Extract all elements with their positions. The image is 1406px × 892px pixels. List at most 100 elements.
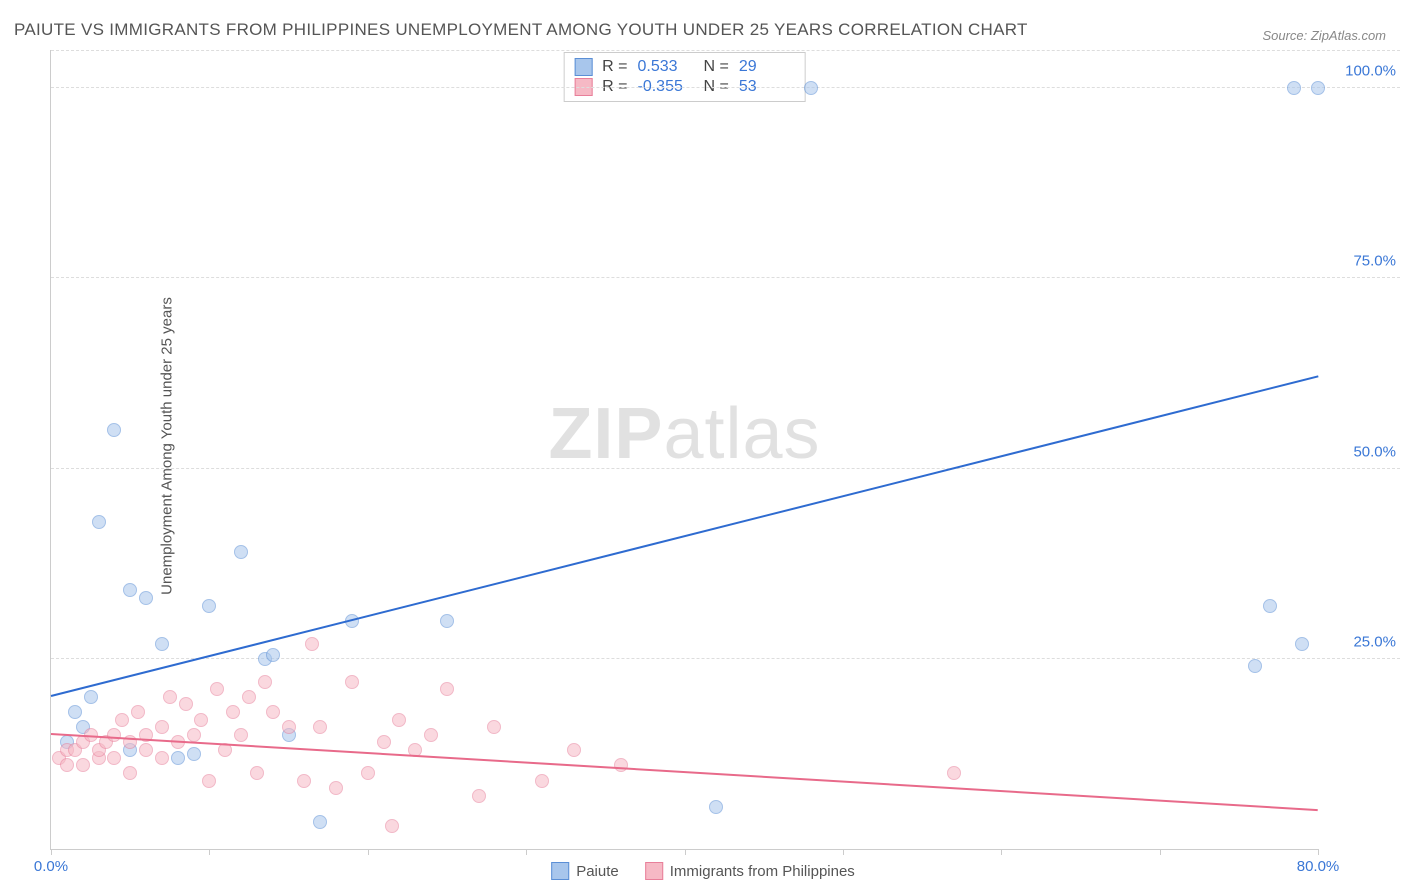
scatter-point [1295, 637, 1309, 651]
x-tick [1001, 849, 1002, 855]
scatter-point [424, 728, 438, 742]
scatter-point [392, 713, 406, 727]
scatter-point [202, 774, 216, 788]
watermark-bold: ZIP [548, 394, 663, 474]
trend-line [51, 375, 1318, 697]
scatter-point [115, 713, 129, 727]
legend-swatch-icon [645, 862, 663, 880]
r-value: 0.533 [638, 58, 694, 76]
scatter-point [194, 713, 208, 727]
scatter-point [187, 728, 201, 742]
scatter-point [567, 743, 581, 757]
scatter-point [92, 515, 106, 529]
scatter-point [107, 751, 121, 765]
scatter-point [385, 819, 399, 833]
scatter-point [84, 690, 98, 704]
scatter-point [163, 690, 177, 704]
scatter-point [1287, 81, 1301, 95]
scatter-point [440, 682, 454, 696]
scatter-point [1311, 81, 1325, 95]
stats-legend: R =0.533N =29R =-0.355N =53 [563, 52, 806, 102]
y-tick-label: 25.0% [1353, 633, 1396, 650]
chart-title: PAIUTE VS IMMIGRANTS FROM PHILIPPINES UN… [14, 20, 1028, 40]
scatter-point [313, 815, 327, 829]
scatter-point [131, 705, 145, 719]
scatter-point [535, 774, 549, 788]
legend-label: Paiute [576, 863, 619, 880]
scatter-point [440, 614, 454, 628]
scatter-point [123, 766, 137, 780]
legend-item: Paiute [551, 862, 619, 880]
scatter-point [242, 690, 256, 704]
scatter-point [76, 758, 90, 772]
x-tick [685, 849, 686, 855]
scatter-point [282, 720, 296, 734]
scatter-point [179, 697, 193, 711]
scatter-point [139, 591, 153, 605]
watermark: ZIPatlas [548, 393, 820, 475]
plot-area: ZIPatlas R =0.533N =29R =-0.355N =53 25.… [50, 50, 1318, 850]
scatter-point [709, 800, 723, 814]
trend-line [51, 733, 1318, 811]
n-label: N = [704, 58, 729, 76]
scatter-point [226, 705, 240, 719]
y-tick-label: 100.0% [1345, 63, 1396, 80]
legend-label: Immigrants from Philippines [670, 863, 855, 880]
x-tick [526, 849, 527, 855]
bottom-legend: Paiute Immigrants from Philippines [551, 862, 855, 880]
scatter-point [258, 675, 272, 689]
x-tick [1160, 849, 1161, 855]
r-label: R = [602, 58, 627, 76]
scatter-point [313, 720, 327, 734]
scatter-point [250, 766, 264, 780]
scatter-point [187, 747, 201, 761]
scatter-point [155, 751, 169, 765]
x-tick-label: 80.0% [1297, 858, 1340, 875]
scatter-point [1248, 659, 1262, 673]
scatter-point [123, 583, 137, 597]
x-tick [1318, 849, 1319, 855]
scatter-point [234, 728, 248, 742]
gridline [51, 87, 1400, 88]
x-tick-label: 0.0% [34, 858, 68, 875]
scatter-point [155, 720, 169, 734]
scatter-point [614, 758, 628, 772]
scatter-point [361, 766, 375, 780]
scatter-point [297, 774, 311, 788]
scatter-point [487, 720, 501, 734]
scatter-point [1263, 599, 1277, 613]
x-tick [51, 849, 52, 855]
scatter-point [266, 705, 280, 719]
source-attribution: Source: ZipAtlas.com [1262, 28, 1386, 43]
x-tick [368, 849, 369, 855]
scatter-point [266, 648, 280, 662]
stats-legend-row: R = 0.533 N = 29 [574, 57, 795, 77]
scatter-point [472, 789, 486, 803]
scatter-point [305, 637, 319, 651]
gridline [51, 658, 1400, 659]
gridline [51, 277, 1400, 278]
scatter-point [804, 81, 818, 95]
scatter-point [107, 728, 121, 742]
scatter-point [234, 545, 248, 559]
scatter-point [947, 766, 961, 780]
scatter-point [60, 758, 74, 772]
scatter-point [329, 781, 343, 795]
legend-swatch-icon [574, 58, 592, 76]
y-tick-label: 75.0% [1353, 253, 1396, 270]
x-tick [843, 849, 844, 855]
scatter-point [202, 599, 216, 613]
legend-swatch-icon [551, 862, 569, 880]
scatter-point [210, 682, 224, 696]
legend-item: Immigrants from Philippines [645, 862, 855, 880]
n-value: 29 [739, 58, 795, 76]
y-tick-label: 50.0% [1353, 443, 1396, 460]
gridline [51, 468, 1400, 469]
scatter-point [155, 637, 169, 651]
watermark-light: atlas [663, 394, 820, 474]
x-tick [209, 849, 210, 855]
scatter-point [139, 743, 153, 757]
scatter-point [107, 423, 121, 437]
scatter-point [377, 735, 391, 749]
scatter-point [171, 751, 185, 765]
